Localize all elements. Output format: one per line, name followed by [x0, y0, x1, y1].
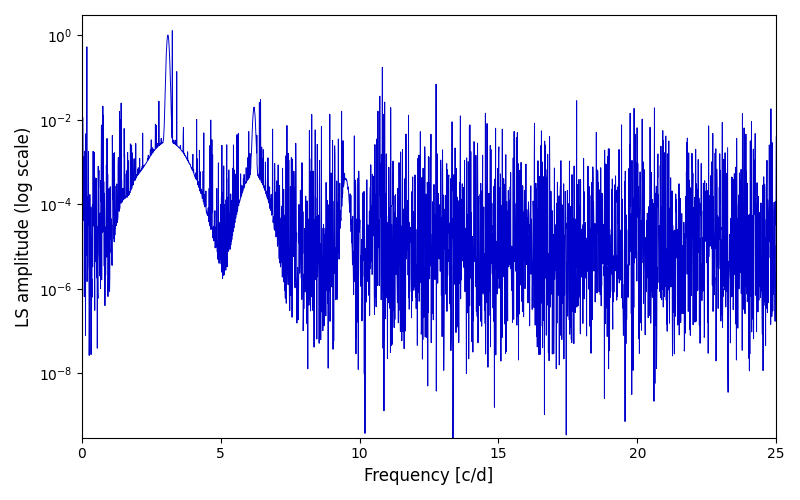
Y-axis label: LS amplitude (log scale): LS amplitude (log scale) [15, 126, 33, 326]
X-axis label: Frequency [c/d]: Frequency [c/d] [364, 467, 494, 485]
